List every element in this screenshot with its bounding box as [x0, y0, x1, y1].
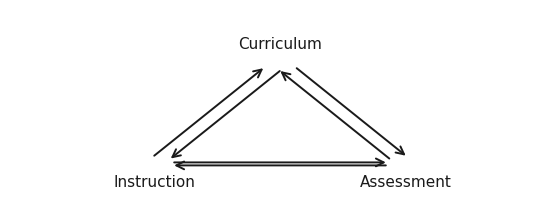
Text: Curriculum: Curriculum — [238, 37, 322, 52]
Text: Instruction: Instruction — [113, 175, 195, 190]
Text: Assessment: Assessment — [360, 175, 452, 190]
